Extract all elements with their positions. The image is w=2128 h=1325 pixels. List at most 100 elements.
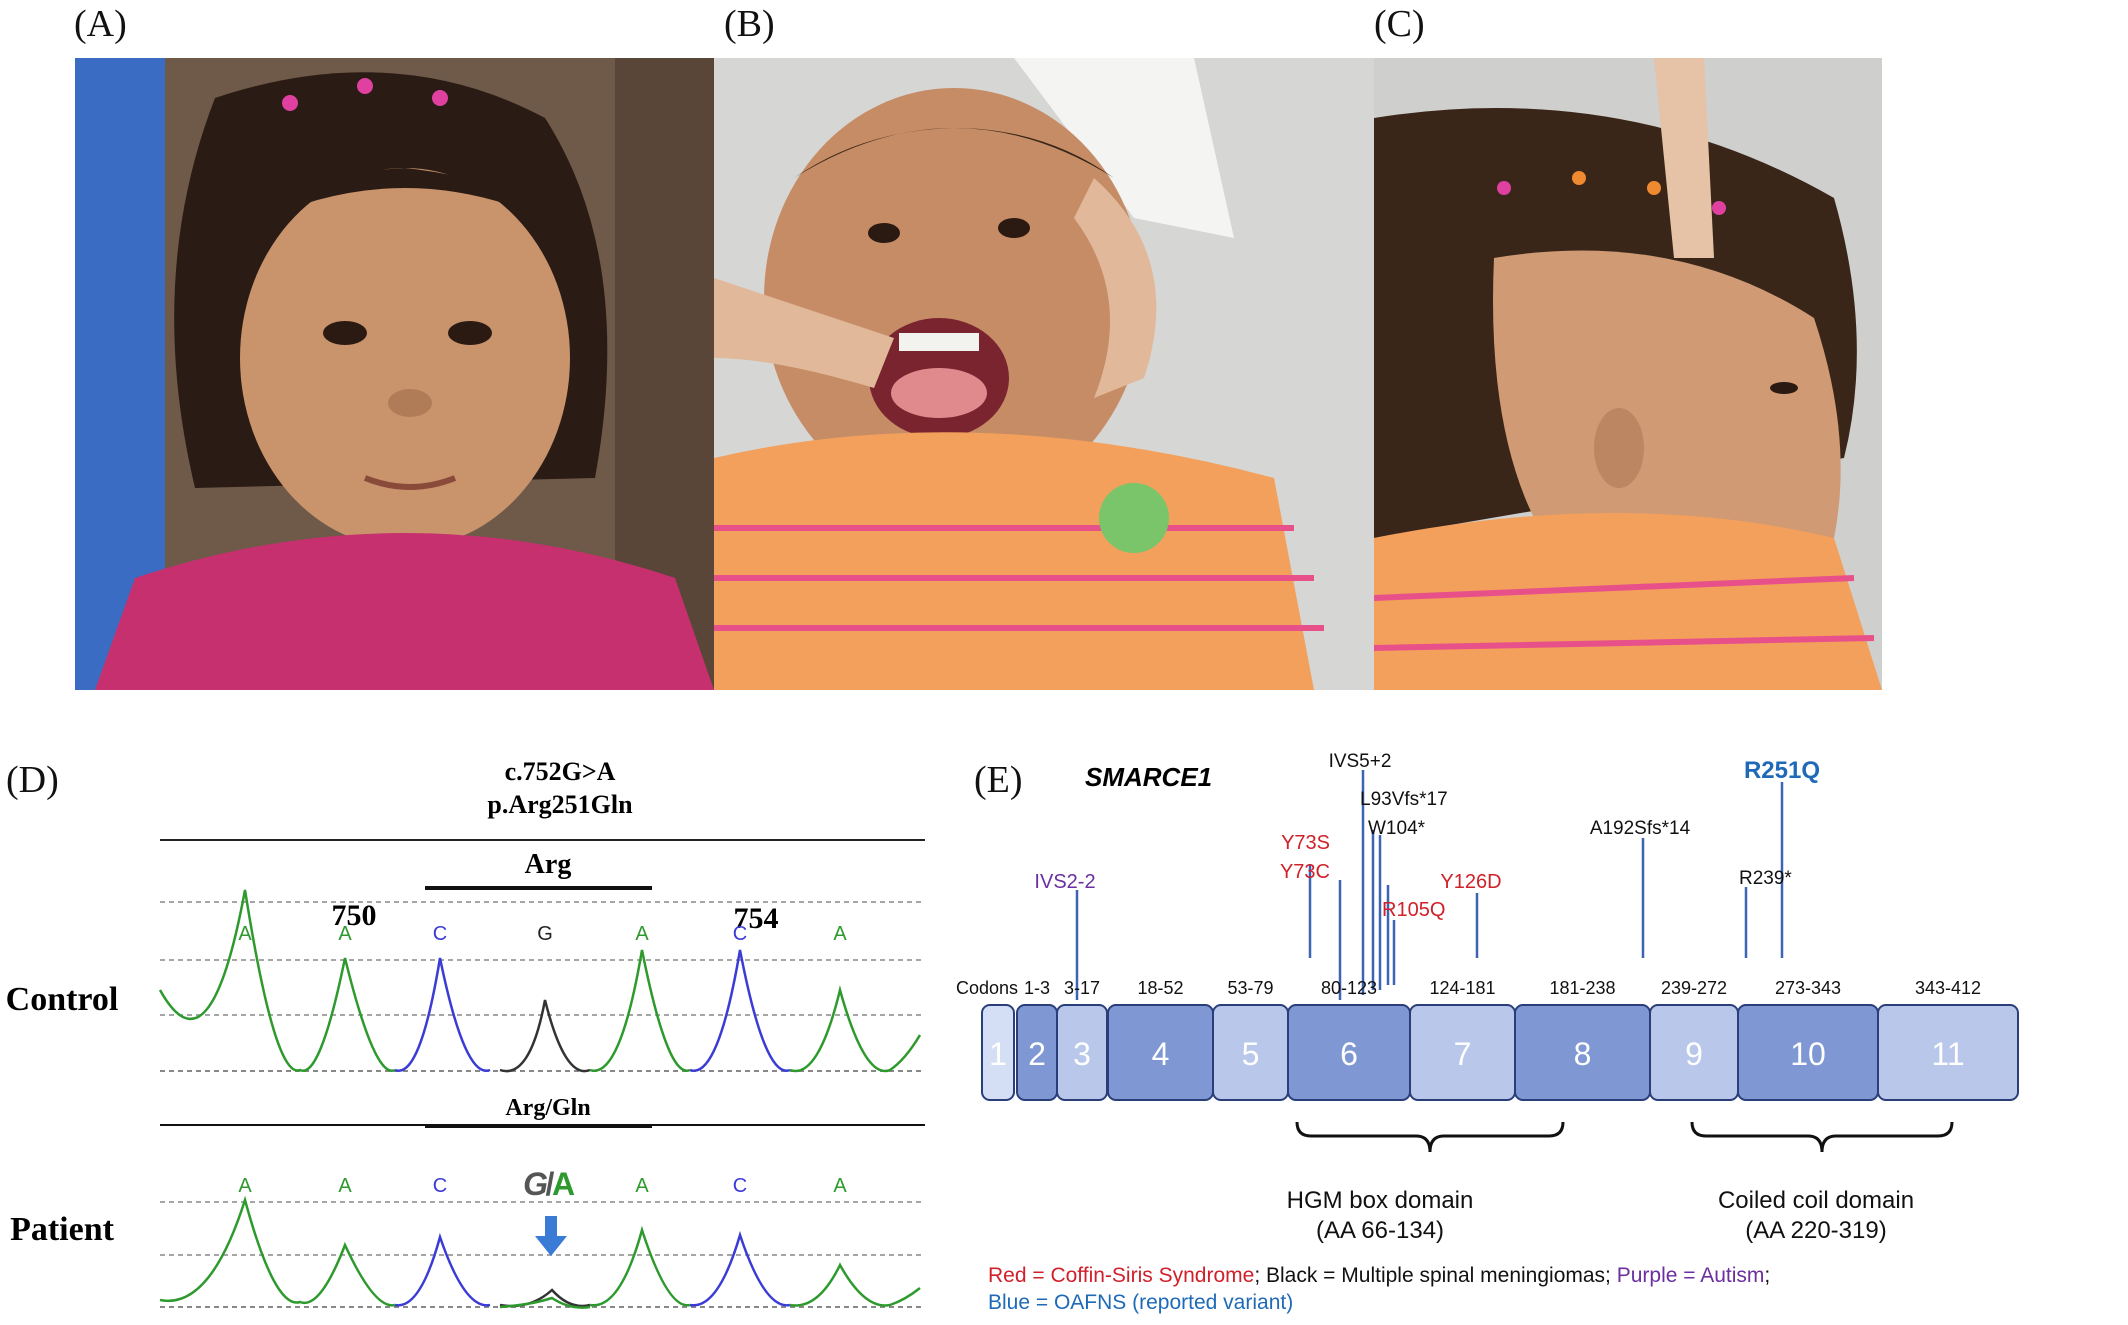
legend-line-2: Blue = OAFNS (reported variant) [988,1289,1770,1316]
coiled-coil-name: Coiled coil domain [1718,1187,1914,1214]
legend-blue: Blue = OAFNS (reported variant) [988,1291,1294,1314]
position-750: 750 [332,899,377,932]
exon-range-3: 3-17 [1064,978,1100,998]
row-label-patient: Patient [10,1211,115,1248]
legend-black: ; Black = Multiple spinal meningiomas; [1254,1264,1617,1287]
het-call: G / A [523,1166,575,1202]
hmg-domain-bracket [1295,1121,1565,1153]
exon-1 [981,1004,1015,1101]
exon-range-2: 1-3 [1024,978,1050,998]
exon-number-1: 1 [989,1036,1007,1072]
codon-label-patient: Arg/Gln [505,1095,590,1121]
variant-r105q: R105Q [1382,899,1445,921]
exon-number-10: 10 [1790,1036,1826,1072]
gene-name: SMARCE1 [1085,762,1212,792]
exon-range-11: 343-412 [1915,978,1981,998]
patient-trace-blue-1 [394,1232,491,1307]
exon-number-2: 2 [1028,1036,1046,1072]
color-legend: Red = Coffin-Siris Syndrome; Black = Mul… [988,1262,1770,1316]
legend-end: ; [1764,1264,1771,1287]
exon-range-9: 239-272 [1661,978,1727,998]
mutation-cdna: c.752G>A [505,757,616,786]
exon-codon-ranges: 1-3 3-17 18-52 53-79 80-123 124-181 181-238 239… [1024,978,1981,998]
exon-number-7: 7 [1454,1036,1472,1072]
patient-trace-green-2 [589,1225,691,1307]
panel-label-d: (D) [6,759,59,801]
panel-label-c: (C) [1374,3,1425,45]
coiled-coil-bracket [1690,1121,1954,1153]
variant-y126d: Y126D [1440,871,1501,893]
photo-oral [714,58,1374,690]
codon-label-control: Arg [525,849,572,880]
exon-range-4: 18-52 [1137,978,1183,998]
control-trace-green-2 [589,949,691,1072]
legend-red: Red = Coffin-Siris Syndrome [988,1264,1255,1287]
patient-base-4: A [635,1175,649,1197]
variant-r239: R239* [1739,868,1792,889]
exon-range-8: 181-238 [1549,978,1615,998]
exon-range-6: 80-123 [1321,978,1377,998]
variant-w104: W104* [1368,818,1426,839]
panel-label-a: (A) [74,3,127,45]
hmg-domain-range: (AA 66-134) [1316,1217,1444,1244]
hmg-domain-name: HGM box domain [1287,1187,1474,1214]
control-base-1: A [238,923,252,945]
gene-diagram: SMARCE1 IVS2-2 IVS5+2 L93Vfs*17 Y73S Y73… [956,751,2019,1244]
control-base-4: G [537,923,553,945]
exon-number-9: 9 [1685,1036,1703,1072]
het-call-slash: / [546,1166,555,1202]
variant-lines [1075,770,1784,1000]
control-trace-black [499,999,591,1073]
patient-trace-blue-2 [689,1230,791,1307]
exon-number-11: 11 [1931,1036,1964,1072]
control-base-3: C [433,923,447,945]
het-call-g: G [523,1166,548,1202]
panel-label-b: (B) [724,3,775,45]
photo-profile [1374,58,1882,690]
control-base-6: C [733,923,747,945]
control-trace-green-3 [789,985,922,1073]
arrow-icon [535,1216,567,1256]
variant-ivs2-2: IVS2-2 [1034,871,1095,893]
patient-base-5: C [733,1175,747,1197]
row-label-control: Control [6,981,119,1018]
variant-y73s: Y73S [1281,832,1330,854]
patient-trace-green-3 [789,1262,921,1307]
position-754: 754 [734,902,779,935]
legend-purple: Purple = Autism [1616,1264,1765,1287]
legend-line-1: Red = Coffin-Siris Syndrome; Black = Mul… [988,1262,1770,1289]
exon-number-4: 4 [1152,1036,1170,1072]
exon-number-8: 8 [1574,1036,1592,1072]
patient-trace-black [499,1288,591,1308]
control-trace-blue-2 [689,949,791,1072]
patient-base-3: C [433,1175,447,1197]
control-base-2: A [338,923,352,945]
variant-r251q: R251Q [1744,757,1820,784]
control-trace-green-1 [158,889,396,1072]
control-trace-blue-1 [394,957,491,1072]
exon-track: 1 2 3 4 5 6 7 8 9 10 11 [981,1004,2019,1101]
patient-base-6: A [833,1175,847,1197]
het-call-a: A [552,1166,575,1202]
variant-l93vfs17: L93Vfs*17 [1360,789,1448,810]
codons-label: Codons [956,978,1018,998]
variant-y73c: Y73C [1280,861,1330,883]
variant-a192sfs14: A192Sfs*14 [1590,818,1691,839]
control-base-5: A [635,923,649,945]
photo-frontal [75,58,714,690]
exon-range-5: 53-79 [1227,978,1273,998]
patient-trace-green-1 [159,1195,396,1307]
exon-11 [1877,1004,2019,1101]
coiled-coil-range: (AA 220-319) [1745,1217,1886,1244]
control-base-7: A [833,923,847,945]
exon-range-10: 273-343 [1775,978,1841,998]
variant-ivs5-2: IVS5+2 [1329,751,1392,772]
patient-base-1: A [238,1175,252,1197]
exon-number-6: 6 [1340,1036,1358,1072]
exon-range-7: 124-181 [1429,978,1495,998]
patient-base-2: A [338,1175,352,1197]
exon-number-3: 3 [1073,1036,1091,1072]
